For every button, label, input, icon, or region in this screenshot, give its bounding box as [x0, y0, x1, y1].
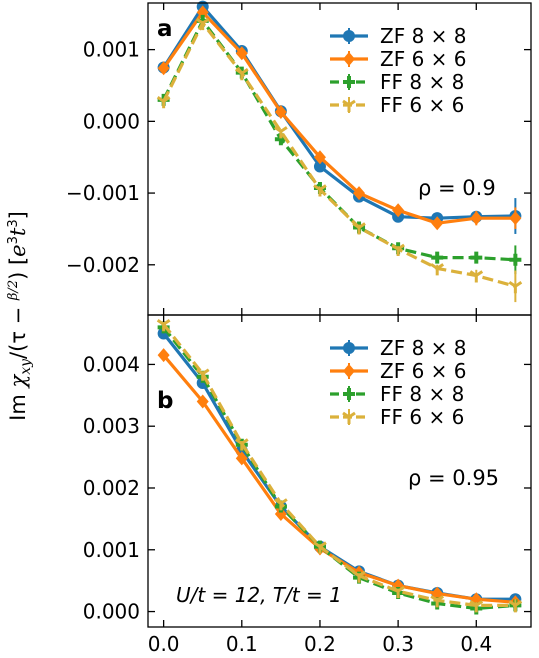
data-point [234, 68, 249, 81]
data-point [431, 216, 444, 231]
legend-marker [342, 99, 356, 112]
legend-marker [343, 52, 355, 66]
y-tick-label: 0.002 [83, 476, 140, 500]
y-tick-label: 0.000 [83, 109, 140, 133]
panel-label: a [157, 16, 173, 42]
legend-label: ZF 6 × 6 [380, 47, 466, 71]
data-point [313, 541, 327, 554]
data-point [313, 160, 326, 173]
data-point [313, 184, 327, 197]
axes-frame [147, 2, 532, 316]
legend-label: ZF 8 × 8 [380, 336, 466, 360]
data-point [469, 600, 484, 613]
data-point [195, 17, 210, 31]
legend-marker [343, 76, 355, 88]
legend-marker [343, 388, 355, 400]
legend-marker [343, 364, 355, 378]
axes-frame [147, 314, 532, 628]
legend-label: FF 6 × 6 [380, 93, 464, 117]
y-tick-label: −0.002 [66, 253, 140, 277]
data-point [196, 5, 209, 20]
data-point [391, 243, 405, 257]
data-point [508, 600, 523, 613]
data-point [470, 251, 483, 264]
y-tick-label: −0.001 [66, 181, 140, 205]
series-a-3 [156, 17, 523, 303]
legend-label: ZF 6 × 6 [380, 359, 466, 383]
data-point [274, 105, 287, 120]
data-point [392, 203, 405, 218]
data-point [274, 506, 287, 521]
density-annotation: ρ = 0.95 [408, 466, 499, 490]
panel-label: b [157, 388, 173, 414]
legend-marker [343, 30, 355, 42]
data-point [430, 595, 445, 608]
series-line [162, 4, 516, 220]
data-point [509, 253, 522, 266]
legend: ZF 8 × 8ZF 6 × 6FF 8 × 8FF 6 × 6 [330, 336, 466, 429]
data-point [195, 368, 210, 381]
data-point [430, 263, 445, 276]
data-point [274, 498, 288, 511]
data-point [313, 150, 326, 165]
data-point [353, 186, 366, 201]
params-annotation: U/t = 12, T/t = 1 [176, 583, 342, 607]
data-point [157, 61, 170, 76]
legend-label: FF 8 × 8 [380, 382, 464, 406]
series-a-2 [157, 14, 522, 275]
legend-label: ZF 8 × 8 [380, 24, 466, 48]
y-tick-label: 0.003 [83, 414, 140, 438]
density-annotation: ρ = 0.9 [418, 176, 496, 200]
x-tick-label: 0.2 [304, 632, 336, 656]
data-point [274, 126, 288, 139]
data-point [235, 46, 248, 61]
legend-label: FF 6 × 6 [380, 405, 464, 429]
data-point [234, 438, 249, 451]
x-tick-label: 0.0 [148, 632, 180, 656]
y-tick-label: 0.001 [83, 38, 140, 62]
data-point [235, 451, 248, 466]
panel-b: 0.000 0.001 0.002 0.003 0.004 0.0 0.1 0.2 0.3 0.4… [83, 314, 532, 656]
data-point [157, 348, 170, 363]
data-point [469, 270, 484, 283]
legend-marker [343, 342, 355, 354]
y-tick-label: 0.004 [83, 352, 140, 376]
data-point [156, 96, 171, 109]
data-point [509, 211, 522, 226]
data-point [352, 222, 366, 235]
data-point [508, 281, 523, 294]
legend-marker [342, 411, 356, 424]
series-line [162, 10, 516, 225]
y-tick-label: 0.001 [83, 538, 140, 562]
data-point [470, 211, 483, 226]
series-a-1 [157, 5, 522, 231]
series-line [162, 323, 516, 608]
series-b-3 [156, 319, 523, 613]
y-tick-label: 0.000 [83, 600, 140, 624]
data-point [391, 585, 405, 599]
x-tick-label: 0.4 [460, 632, 492, 656]
panel-a: −0.002 −0.001 0.000 0.001 a ρ = 0.9 ZF 8 × 8ZF… [66, 0, 532, 316]
x-tick-label: 0.3 [382, 632, 414, 656]
data-point [431, 251, 444, 264]
data-point [156, 319, 171, 332]
legend-label: FF 8 × 8 [380, 70, 464, 94]
x-tick-label: 0.1 [226, 632, 258, 656]
series-line [162, 21, 516, 288]
legend: ZF 8 × 8ZF 6 × 6FF 8 × 8FF 6 × 6 [330, 24, 466, 117]
data-point [196, 394, 209, 409]
data-point [352, 570, 366, 583]
